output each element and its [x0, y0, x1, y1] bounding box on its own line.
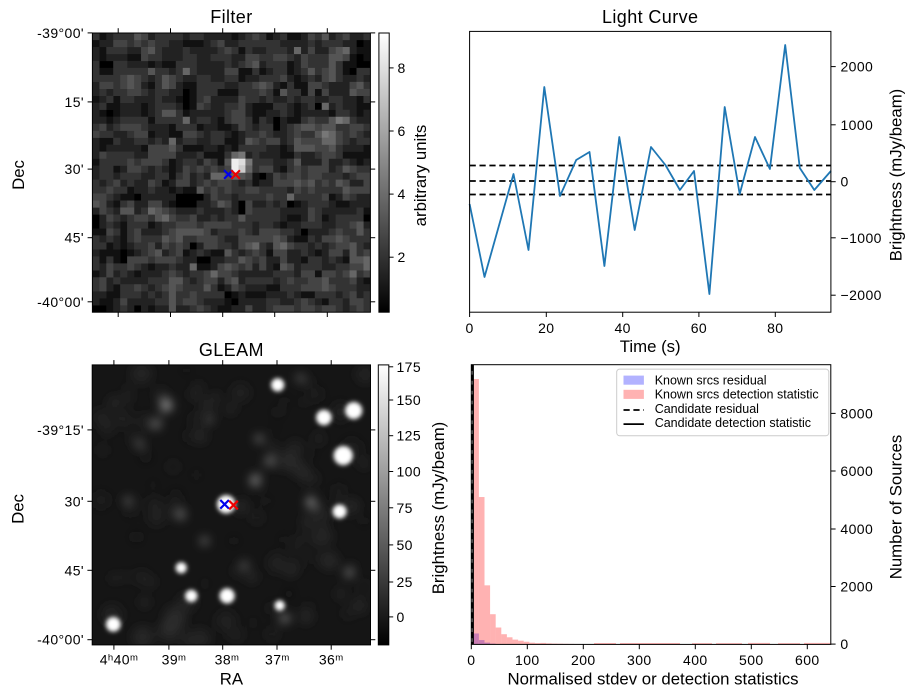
- svg-text:Dec: Dec: [9, 160, 28, 190]
- svg-text:2000: 2000: [840, 579, 873, 595]
- svg-text:arbitrary units: arbitrary units: [411, 125, 430, 227]
- svg-text:−1000: −1000: [841, 230, 882, 246]
- svg-text:15': 15': [65, 94, 84, 110]
- svg-text:Candidate detection statistic: Candidate detection statistic: [655, 416, 811, 430]
- svg-text:GLEAM: GLEAM: [199, 340, 264, 360]
- svg-text:500: 500: [739, 652, 764, 668]
- svg-text:38m: 38m: [215, 651, 240, 667]
- svg-text:36m: 36m: [319, 651, 344, 667]
- svg-text:39m: 39m: [162, 651, 187, 667]
- svg-text:8000: 8000: [840, 405, 873, 421]
- svg-text:6000: 6000: [840, 463, 873, 479]
- svg-text:RA: RA: [220, 670, 244, 689]
- svg-text:30': 30': [65, 161, 84, 177]
- svg-text:400: 400: [683, 652, 708, 668]
- svg-text:125: 125: [397, 428, 422, 444]
- svg-text:1000: 1000: [841, 117, 874, 133]
- svg-text:4: 4: [398, 186, 406, 202]
- svg-text:100: 100: [515, 652, 540, 668]
- svg-text:Normalised stdev or detection: Normalised stdev or detection statistics: [508, 670, 799, 689]
- svg-text:200: 200: [571, 652, 596, 668]
- svg-text:4h40m: 4h40m: [100, 651, 139, 667]
- svg-text:Filter: Filter: [210, 7, 252, 27]
- svg-text:0: 0: [840, 636, 848, 652]
- svg-text:4000: 4000: [840, 521, 873, 537]
- svg-text:600: 600: [795, 652, 820, 668]
- svg-text:40: 40: [615, 320, 631, 336]
- svg-text:-39°00': -39°00': [37, 25, 84, 41]
- svg-text:Brightness (mJy/beam): Brightness (mJy/beam): [429, 422, 448, 595]
- svg-text:50: 50: [397, 537, 413, 553]
- svg-text:Number of Sources: Number of Sources: [887, 435, 906, 580]
- svg-text:6: 6: [398, 123, 406, 139]
- svg-text:100: 100: [397, 464, 422, 480]
- svg-text:300: 300: [627, 652, 652, 668]
- svg-text:-40°00': -40°00': [37, 294, 84, 310]
- svg-text:45': 45': [65, 230, 84, 246]
- svg-text:Time (s): Time (s): [620, 337, 681, 356]
- svg-text:-40°00': -40°00': [37, 632, 84, 648]
- svg-text:30': 30': [65, 493, 84, 509]
- svg-text:60: 60: [691, 320, 707, 336]
- svg-text:Light Curve: Light Curve: [602, 7, 698, 27]
- svg-text:25: 25: [397, 574, 413, 590]
- svg-text:Known srcs detection statistic: Known srcs detection statistic: [655, 388, 819, 402]
- svg-text:Brightness (mJy/beam): Brightness (mJy/beam): [887, 89, 906, 262]
- svg-text:0: 0: [397, 609, 405, 625]
- svg-text:0: 0: [467, 652, 475, 668]
- svg-text:75: 75: [397, 500, 413, 516]
- svg-text:-39°15': -39°15': [37, 422, 84, 438]
- svg-text:8: 8: [398, 60, 406, 76]
- svg-text:0: 0: [841, 174, 849, 190]
- svg-text:2: 2: [398, 249, 406, 265]
- svg-text:20: 20: [538, 320, 554, 336]
- svg-text:2000: 2000: [841, 59, 874, 75]
- svg-text:Candidate residual: Candidate residual: [655, 402, 759, 416]
- svg-text:80: 80: [767, 320, 783, 336]
- svg-text:0: 0: [466, 320, 474, 336]
- svg-text:−2000: −2000: [841, 287, 882, 303]
- svg-text:45': 45': [65, 562, 84, 578]
- svg-text:150: 150: [397, 392, 422, 408]
- svg-text:37m: 37m: [265, 651, 290, 667]
- svg-text:Known srcs residual: Known srcs residual: [655, 374, 767, 388]
- svg-text:Dec: Dec: [9, 494, 28, 524]
- svg-text:175: 175: [397, 359, 422, 375]
